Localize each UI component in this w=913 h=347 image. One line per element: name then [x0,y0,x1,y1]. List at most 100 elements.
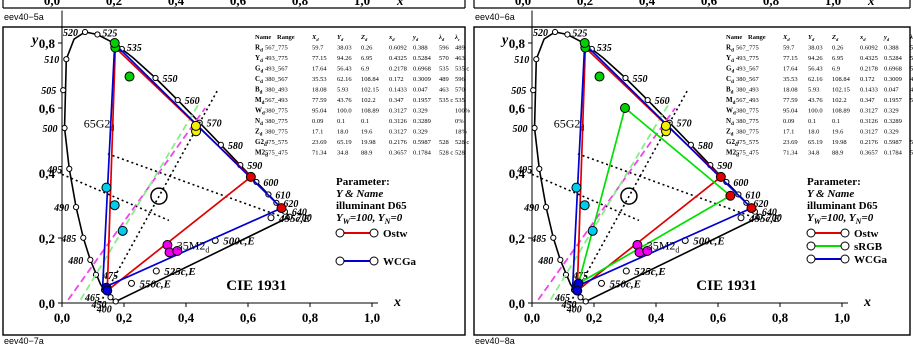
wavelength-marker [112,298,119,305]
table-cell: 0.09 [312,118,323,125]
table-cell: 17.64 [312,66,327,73]
table-row-name: Nd [255,117,263,127]
table-header-cell: Range [277,34,295,41]
table-cell: 535 c [439,97,453,104]
table-cell: 102.2 [361,97,376,104]
table-cell: 380_775 [736,129,759,136]
table-cell: 463 [910,87,913,94]
wavelength-label: 525 [102,28,117,39]
wavelength-label: 475 [102,271,118,282]
table-cell: 0.1784 [413,150,432,157]
table-cell: 77.59 [783,97,798,104]
data-point [572,285,583,296]
data-point [579,200,590,211]
table-cell: 0.5284 [413,55,432,62]
top-tick-label: 0,8 [292,0,309,8]
table-header-cell: λd [909,34,913,42]
table-cell: 38.03 [337,45,352,52]
table-cell: 380_775 [736,108,759,115]
table-header-sub: d [392,37,395,42]
table-cell: 528 c [455,139,469,146]
wavelength-label: 580 [228,141,243,152]
wavelength-label: 590 [717,161,732,172]
purple-label: 495c,E [278,213,310,225]
y-tick-label: 0,2 [39,231,55,246]
table-cell: 108.89 [832,108,850,115]
legend-swatch-marker [369,228,379,238]
table-cell: 463 [455,55,465,62]
table-header-cell: yd [412,34,419,42]
wavelength-label: 510 [514,55,529,66]
dotted-line [99,89,219,304]
legend-line-2: Y & Name [336,188,383,200]
table-cell: 0.329 [884,129,899,136]
chart-panel-right: y x 0,0 0,2 0,4 0,6 0,8 1,0 0,0 0,2 0,4 0,6 0,8 40045… [473,10,913,336]
x-tick-label: 0,6 [240,310,257,325]
table-cell: 77.15 [783,55,798,62]
table-header-cell: Xd [782,34,790,42]
data-point [620,103,630,113]
legend-line-2: Y & Name [807,188,854,200]
wavelength-marker [174,96,181,104]
x-tick-label: 0,4 [178,310,195,325]
legend-line-4: YW=100, YN=0 [336,212,403,226]
wavelength-label: 520 [63,28,78,39]
table-row-sub: d [260,122,263,127]
table-cell: 0.2178 [860,66,878,73]
wavelength-label: 450 [91,300,107,311]
y-tick-label: 0,6 [509,101,526,116]
legend-line-4-sub-w: W [814,217,822,226]
x-tick-label: 0,6 [710,310,727,325]
chart-panel-left: y x 0,0 0,2 0,4 0,6 0,8 1,0 0,0 0,2 0,4 0,6 0,8 40045… [2,10,471,336]
table-cell: 0.26 [832,45,844,52]
table-header-cell: Zd [360,34,368,42]
table-cell: 380_493 [265,87,288,94]
table-cell: 0.3126 [389,118,408,125]
wavelength-label: 570 [207,119,222,130]
table-cell: 0.4325 [389,55,407,62]
table-cell: 59.7 [783,45,795,52]
table-row-sub: d [260,70,263,75]
wavelength-marker [564,31,571,38]
data-point [715,171,726,182]
legend-line-4-sub-n: N [855,217,863,226]
wavelength-label: 510 [44,55,59,66]
table-header-sub: d [887,37,890,42]
table-cell: 528 c [910,150,913,157]
table-header-cell: xd [859,34,866,42]
m2-label: 35M2d [177,238,210,254]
top-tick-label: 0,0 [44,0,60,8]
table-cell: 489 [455,45,465,52]
table-cell: 567_775 [736,45,759,52]
x-tick-label: 0,2 [586,310,602,325]
x-tick-label: 0,0 [54,310,70,325]
table-cell: 95.04 [312,108,327,115]
table-header-sub: d [812,37,815,42]
table-cell: 535 [910,66,913,73]
wavelength-label: 560 [185,96,200,107]
table-cell: 94.26 [808,55,823,62]
table-cell: 528 [439,139,449,146]
top-tick-label: 0,4 [168,0,185,8]
legend-swatch-marker [369,256,379,266]
legend-swatch-marker [840,228,850,238]
table-cell: 0.1 [832,118,840,125]
table-cell: 0.3657 [389,150,408,157]
data-point [124,71,135,82]
dashed-line [79,101,202,301]
table-cell: 108.84 [832,76,851,83]
table-row-name: Zd [255,128,263,138]
wavelength-label: 480 [67,256,83,267]
table-cell: 0.172 [389,76,404,83]
table-cell: 380_775 [265,129,288,136]
table-cell: 380_493 [736,87,759,94]
data-point [101,182,112,193]
table-row-name: Rd [726,44,734,54]
data-point [109,200,120,211]
table-cell: 108.89 [361,108,379,115]
table-cell: 596 [910,45,913,52]
table-row-name: G2d [255,138,267,148]
wavelength-marker [286,213,293,220]
legend-line-3: illuminant D65 [336,200,407,212]
table-cell: 88.9 [361,150,372,157]
